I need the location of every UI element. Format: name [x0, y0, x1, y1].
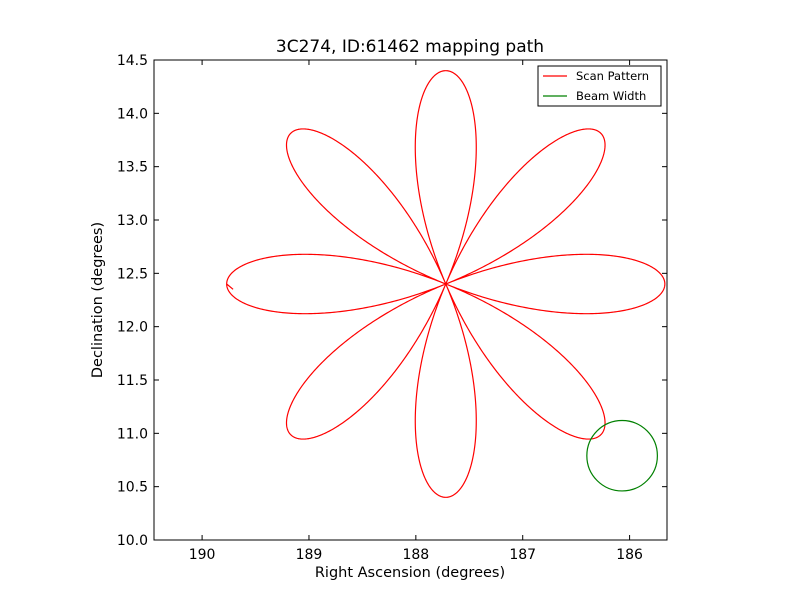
x-tick-label: 187 — [509, 547, 536, 563]
ticks-layer: 190 189 188 187 186 10.0 10.5 11.0 11.5 12.0 12.5 1… — [117, 53, 667, 563]
chart-title: 3C274, ID:61462 mapping path — [276, 37, 544, 57]
legend-box — [537, 65, 662, 107]
series-layer — [226, 70, 666, 498]
legend-label-scan-pattern: Scan Pattern — [576, 69, 649, 83]
y-tick-label: 14.0 — [117, 106, 148, 122]
x-tick-label: 190 — [189, 547, 216, 563]
y-tick-label: 12.0 — [117, 320, 148, 336]
y-tick-label: 11.5 — [117, 373, 148, 389]
y-tick-label: 14.5 — [117, 53, 148, 69]
scan-pattern-line — [226, 70, 666, 498]
beam-width-circle — [586, 419, 658, 492]
plot-frame — [153, 59, 668, 541]
x-axis-title: Right Ascension (degrees) — [315, 565, 505, 581]
y-tick-label: 10.0 — [117, 533, 148, 549]
x-tick-label: 186 — [616, 547, 643, 563]
legend: Scan Pattern Beam Width — [537, 65, 662, 107]
x-tick-label: 189 — [296, 547, 323, 563]
x-tick-label: 188 — [402, 547, 429, 563]
y-tick-label: 13.0 — [117, 213, 148, 229]
y-axis-title: Declination (degrees) — [90, 222, 106, 378]
y-tick-label: 11.0 — [117, 426, 148, 442]
y-tick-label: 12.5 — [117, 266, 148, 282]
y-tick-label: 10.5 — [117, 480, 148, 496]
legend-label-beam-width: Beam Width — [576, 89, 646, 103]
y-tick-label: 13.5 — [117, 160, 148, 176]
